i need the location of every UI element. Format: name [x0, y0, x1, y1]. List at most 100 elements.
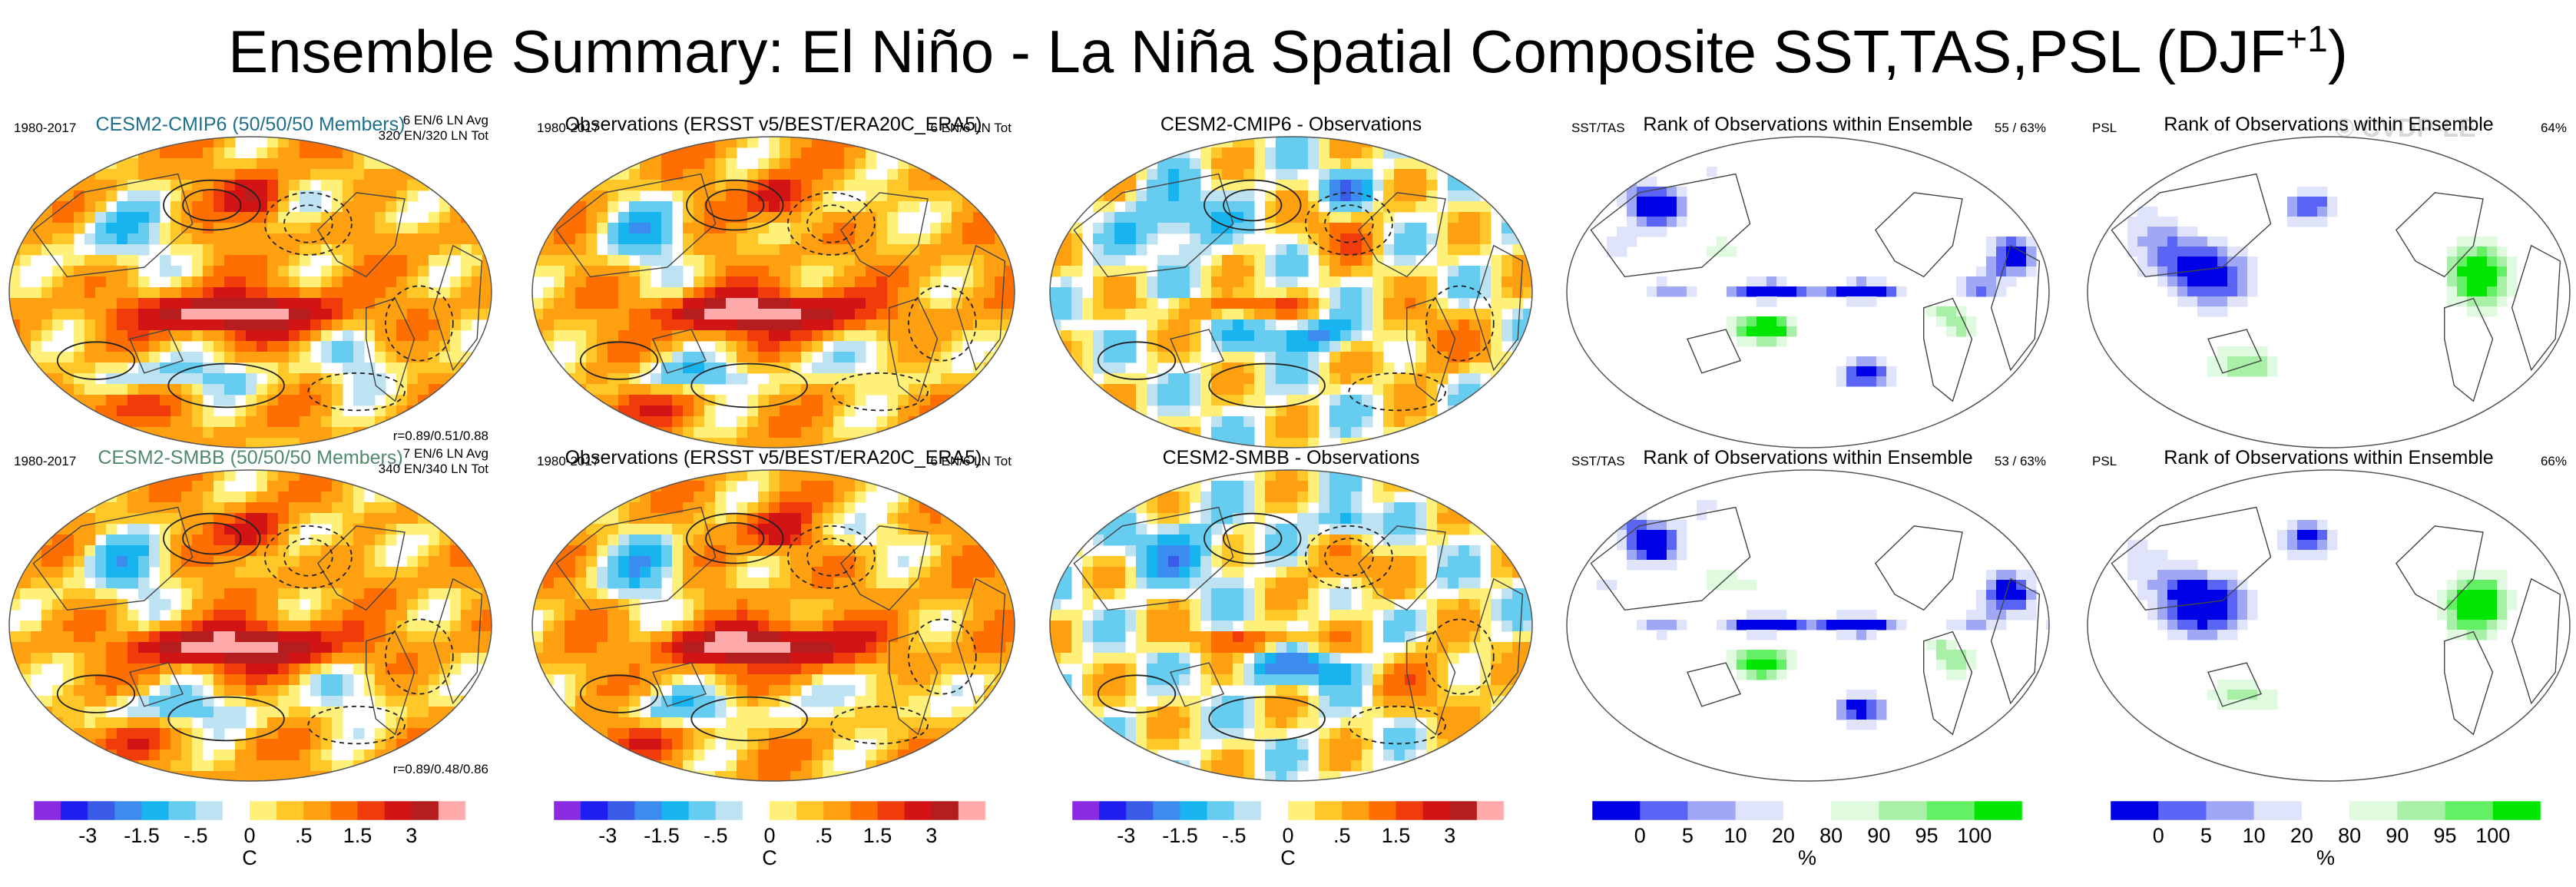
panel-left-label-r1c2: 1980-2017 [537, 121, 599, 135]
colorbar-temp-1-swatch [276, 801, 304, 820]
colorbar-temp-1-swatch [195, 801, 223, 820]
colorbar-temp-1-swatch [34, 801, 61, 820]
colorbar-temp-2-tick-label: 0 [763, 824, 775, 847]
colorbar-temp-2-swatch [554, 801, 581, 820]
panel-title-r2c2: Observations (ERSST v5/BEST/ERA20C_ERA5) [565, 447, 982, 468]
map-panel-r2c2: Observations (ERSST v5/BEST/ERA20C_ERA5)… [531, 447, 1015, 782]
colorbar-temp-3-unit: C [1280, 846, 1296, 869]
colorbar-rank-1-tick-label: 20 [1772, 824, 1795, 847]
colorbar-temp-2-swatch [634, 801, 662, 820]
colorbar-temp-1-swatch [411, 801, 439, 820]
colorbar-temp-3-swatch [1233, 801, 1262, 820]
colorbar-temp-1-unit: C [242, 846, 257, 869]
map-border [8, 469, 492, 782]
colorbar-temp-1-tick-label: 3 [406, 824, 417, 847]
colorbar-temp-1-swatch [222, 801, 250, 820]
colorbar-rank-1-swatch [1687, 801, 1737, 820]
colorbar-temp-2-swatch [796, 801, 824, 820]
map-field-r2c4 [1567, 470, 2049, 781]
colorbar-temp-2-tick-label: -.5 [704, 824, 728, 847]
panel-title-r1c2: Observations (ERSST v5/BEST/ERA20C_ERA5) [565, 114, 982, 135]
panel-right-label-1-r1c5: 64% [2541, 121, 2567, 135]
colorbar-temp-3-swatch [1288, 801, 1316, 820]
colorbar-temp-2-tick-label: 3 [925, 824, 937, 847]
colorbar-temp-3-tick-label: -1.5 [1162, 824, 1198, 847]
map-panel-r2c3: CESM2-SMBB - Observations [1049, 447, 1533, 782]
map-field-r2c5 [2088, 470, 2570, 781]
colorbar-temp-3-swatch [1260, 801, 1289, 820]
colorbar-temp-3-swatch [1342, 801, 1369, 820]
panel-left-label-r1c5: PSL [2092, 121, 2117, 135]
colorbar-temp-2-tick-label: -3 [598, 824, 617, 847]
colorbar-temp-3-swatch [1126, 801, 1154, 820]
colorbar-rank-2-tick-label: 95 [2434, 824, 2457, 847]
map-panel-r2c5: Rank of Observations within Ensemble PSL 6… [2087, 447, 2571, 782]
figure-title-end: ) [2327, 18, 2348, 85]
panel-right-label-2-r1c1: 320 EN/320 LN Tot [379, 128, 489, 143]
colorbar-rank-1-swatch [1735, 801, 1784, 820]
colorbar-temp-2-swatch [931, 801, 959, 820]
panel-right-label-1-r2c2: 6 EN/6 LN Tot [930, 454, 1012, 468]
colorbar-temp-1-swatch [357, 801, 386, 820]
map-border [8, 136, 492, 448]
panel-right-label-1-r2c1: 7 EN/6 LN Avg [403, 446, 488, 461]
colorbar-temp-2-tick-label: 1.5 [863, 824, 892, 847]
colorbar-temp-3-swatch [1396, 801, 1424, 820]
panel-title-r1c4: Rank of Observations within Ensemble [1643, 114, 1972, 135]
map-panel-r1c2: Observations (ERSST v5/BEST/ERA20C_ERA5)… [531, 114, 1015, 448]
panel-title-r1c3: CESM2-CMIP6 - Observations [1161, 114, 1422, 135]
colorbar-temp-1-tick-label: .5 [295, 824, 313, 847]
colorbar-temp-3-swatch [1369, 801, 1396, 820]
colorbar-rank-1-unit: % [1798, 846, 1816, 869]
map-panel-r1c3: CESM2-CMIP6 - Observations [1049, 114, 1533, 448]
colorbar-temp-1-swatch [330, 801, 358, 820]
colorbar-temp-3-swatch [1476, 801, 1505, 820]
map-panel-r2c1: CESM2-SMBB (50/50/50 Members) 1980-2017 7 … [8, 446, 492, 782]
map-field-r1c5 [2088, 137, 2570, 448]
colorbar-rank-2-tick-label: 20 [2290, 824, 2313, 847]
colorbar-temp-1-swatch [303, 801, 331, 820]
panel-left-label-r1c1: 1980-2017 [14, 121, 76, 135]
colorbar-rank-2-swatch [2253, 801, 2303, 820]
panel-title-r1c5: Rank of Observations within Ensemble [2164, 114, 2493, 135]
panel-bottom-label-r1c1: r=0.89/0.51/0.88 [393, 429, 488, 443]
panel-title-r1c1: CESM2-CMIP6 (50/50/50 Members) [96, 114, 406, 135]
map-field-r2c3 [1050, 470, 1532, 781]
colorbar-temp-1-swatch [438, 801, 466, 820]
colorbar-temp-3-tick-label: -3 [1117, 824, 1135, 847]
colorbar-rank-2-swatch [2301, 801, 2350, 820]
map-field-r1c3 [1050, 137, 1532, 448]
colorbar-temp-2-swatch [581, 801, 608, 820]
map-border [531, 136, 1015, 448]
colorbar-rank-2: 0 5 10 20 80 90 95 100% [2110, 800, 2541, 869]
colorbar-rank-2-tick-label: 90 [2386, 824, 2409, 847]
colorbar-temp-3-swatch [1449, 801, 1478, 820]
colorbar-temp-1-swatch [141, 801, 170, 820]
colorbar-temp-1-swatch [250, 801, 277, 820]
colorbar-rank-1-tick-label: 10 [1724, 824, 1747, 847]
colorbar-temp-2-swatch [715, 801, 743, 820]
colorbar-temp-2-swatch [688, 801, 717, 820]
colorbar-temp-3-tick-label: -.5 [1222, 824, 1247, 847]
colorbar-rank-2-swatch [2158, 801, 2207, 820]
map-field-r1c4 [1567, 137, 2049, 448]
colorbar-temp-1-swatch [384, 801, 412, 820]
colorbar-temp-3-swatch [1207, 801, 1235, 820]
panel-title-r2c5: Rank of Observations within Ensemble [2164, 447, 2493, 468]
colorbar-temp-1-tick-label: -.5 [184, 824, 208, 847]
map-panel-r1c5: Rank of Observations within Ensemble PSL 6… [2087, 114, 2571, 448]
colorbar-rank-1: 0 5 10 20 80 90 95 100% [1591, 800, 2023, 869]
colorbar-rank-1-swatch [1831, 801, 1879, 820]
colorbar-temp-3: -3 -1.5 -.5 0 .5 1.5 3 C [1071, 800, 1505, 869]
panel-left-label-r2c2: 1980-2017 [537, 454, 599, 468]
panel-title-r2c3: CESM2-SMBB - Observations [1163, 447, 1420, 468]
panel-right-label-1-r2c4: 53 / 63% [1995, 454, 2046, 468]
colorbar-temp-2-swatch [770, 801, 797, 820]
colorbar-temp-3-tick-label: 1.5 [1382, 824, 1411, 847]
colorbar-temp-1-swatch [114, 801, 142, 820]
panel-right-label-2-r2c1: 340 EN/340 LN Tot [379, 462, 489, 476]
colorbar-temp-2-swatch [904, 801, 932, 820]
figure-title-main: Ensemble Summary: El Niño - La Niña Spat… [228, 18, 2286, 85]
colorbar-rank-1-tick-label: 95 [1915, 824, 1939, 847]
panel-right-label-1-r2c5: 66% [2541, 454, 2567, 468]
